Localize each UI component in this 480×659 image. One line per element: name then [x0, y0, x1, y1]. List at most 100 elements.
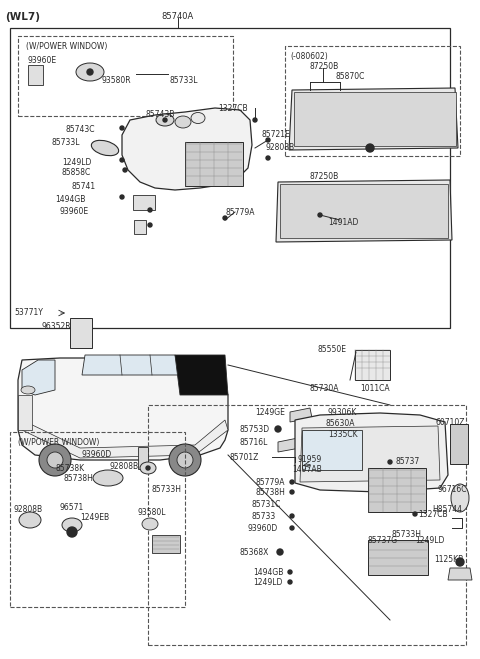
- Text: 85733L: 85733L: [170, 76, 199, 85]
- Bar: [10, 28, 450, 328]
- Text: 1494GB: 1494GB: [253, 568, 283, 577]
- Polygon shape: [290, 408, 312, 422]
- Text: 85738K: 85738K: [56, 464, 85, 473]
- Circle shape: [323, 422, 327, 426]
- Text: 1011CA: 1011CA: [360, 384, 390, 393]
- Text: 93580R: 93580R: [102, 76, 132, 85]
- Text: 85733H: 85733H: [392, 530, 422, 539]
- Bar: [134, 220, 146, 234]
- Text: 85730A: 85730A: [310, 384, 339, 393]
- Text: 92808B: 92808B: [265, 143, 294, 152]
- Polygon shape: [295, 413, 448, 492]
- Text: 1249GE: 1249GE: [255, 408, 285, 417]
- Polygon shape: [276, 180, 452, 242]
- Text: (WL7): (WL7): [5, 12, 40, 22]
- Circle shape: [266, 156, 270, 160]
- Bar: [368, 468, 426, 512]
- Bar: [18, 36, 233, 116]
- Text: 1249LD: 1249LD: [415, 536, 444, 545]
- Polygon shape: [22, 360, 55, 395]
- Text: 85741: 85741: [72, 182, 96, 191]
- Bar: [294, 92, 456, 146]
- Text: 1249EB: 1249EB: [80, 513, 109, 522]
- Ellipse shape: [76, 63, 104, 81]
- Circle shape: [120, 195, 124, 199]
- Circle shape: [277, 549, 283, 555]
- Bar: [138, 447, 148, 469]
- Polygon shape: [18, 358, 228, 460]
- Circle shape: [275, 426, 281, 432]
- Text: 85731C: 85731C: [252, 500, 281, 509]
- Text: 1125KB: 1125KB: [434, 555, 463, 564]
- Text: 85870C: 85870C: [335, 72, 364, 81]
- Circle shape: [169, 444, 201, 476]
- Text: 85779A: 85779A: [256, 478, 286, 487]
- Text: 85716L: 85716L: [240, 438, 268, 447]
- Text: 92808B: 92808B: [14, 505, 43, 514]
- Text: 1494GB: 1494GB: [55, 195, 85, 204]
- Circle shape: [253, 118, 257, 122]
- Circle shape: [323, 431, 327, 435]
- Text: 85737: 85737: [395, 457, 419, 466]
- Text: 60710Z: 60710Z: [435, 418, 465, 427]
- Text: 91959: 91959: [298, 455, 322, 464]
- Bar: [185, 142, 243, 186]
- Bar: [302, 430, 362, 470]
- Circle shape: [223, 216, 227, 220]
- Bar: [28, 65, 43, 85]
- Text: 96352R: 96352R: [42, 322, 72, 331]
- Text: 85701Z: 85701Z: [230, 453, 259, 462]
- Circle shape: [120, 126, 124, 130]
- Bar: [368, 540, 428, 575]
- Text: 85743B: 85743B: [145, 110, 174, 119]
- Circle shape: [177, 452, 193, 468]
- Text: 85738H: 85738H: [256, 488, 286, 497]
- Polygon shape: [289, 88, 458, 150]
- Circle shape: [87, 69, 93, 75]
- Polygon shape: [300, 426, 440, 482]
- Ellipse shape: [142, 518, 158, 530]
- Text: 1249LD: 1249LD: [62, 158, 91, 167]
- Circle shape: [290, 526, 294, 530]
- Bar: [10, 432, 185, 607]
- Circle shape: [47, 452, 63, 468]
- Circle shape: [67, 527, 77, 537]
- Text: (W/POWER WINDOW): (W/POWER WINDOW): [26, 42, 108, 51]
- Circle shape: [39, 444, 71, 476]
- Ellipse shape: [140, 462, 156, 474]
- Text: 1497AB: 1497AB: [292, 465, 322, 474]
- Ellipse shape: [156, 114, 174, 126]
- Bar: [450, 424, 468, 464]
- Polygon shape: [175, 355, 228, 395]
- Bar: [298, 460, 318, 470]
- Text: 1491AD: 1491AD: [328, 218, 359, 227]
- Text: 93960E: 93960E: [28, 56, 57, 65]
- Text: (W/POWER WINDOW): (W/POWER WINDOW): [18, 438, 99, 447]
- Ellipse shape: [19, 512, 41, 528]
- Ellipse shape: [175, 116, 191, 128]
- Text: 85737G: 85737G: [368, 536, 398, 545]
- Ellipse shape: [451, 484, 469, 512]
- Polygon shape: [22, 420, 228, 458]
- Circle shape: [290, 480, 294, 484]
- Text: 85630A: 85630A: [326, 419, 356, 428]
- Circle shape: [366, 144, 374, 152]
- Circle shape: [163, 118, 167, 122]
- Text: 93960D: 93960D: [82, 450, 112, 459]
- Text: 85721E: 85721E: [262, 130, 291, 139]
- Circle shape: [413, 512, 417, 516]
- Polygon shape: [448, 568, 472, 580]
- Circle shape: [120, 158, 124, 162]
- Ellipse shape: [93, 470, 123, 486]
- Circle shape: [148, 223, 152, 227]
- Bar: [18, 395, 32, 430]
- Text: 85733: 85733: [252, 512, 276, 521]
- Circle shape: [288, 570, 292, 574]
- Ellipse shape: [191, 113, 205, 123]
- Text: 93580L: 93580L: [138, 508, 167, 517]
- Text: 1335CK: 1335CK: [328, 430, 358, 439]
- Text: 1249LD: 1249LD: [253, 578, 282, 587]
- Text: 85740A: 85740A: [162, 12, 194, 21]
- Text: 85738H: 85738H: [64, 474, 94, 483]
- Ellipse shape: [62, 518, 82, 532]
